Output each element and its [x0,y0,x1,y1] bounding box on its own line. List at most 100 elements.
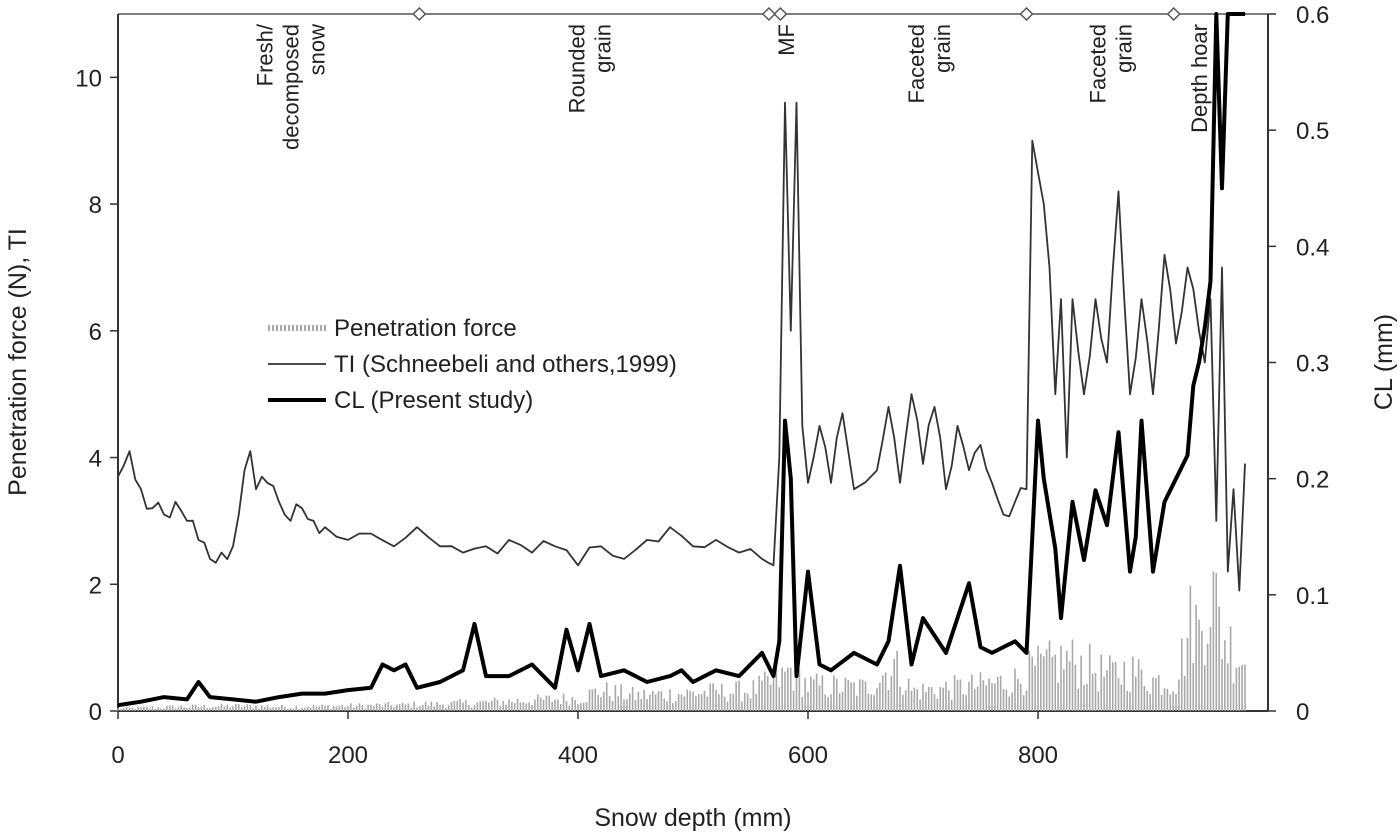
data-point [1244,463,1246,465]
data-point [945,652,947,654]
data-point [393,669,395,671]
data-point [807,571,809,573]
data-point [1071,501,1074,503]
data-point [887,406,890,408]
data-point [197,681,200,683]
data-point [439,681,441,683]
data-point [1071,298,1074,300]
data-point [243,469,246,471]
data-point [163,513,165,516]
data-point [1094,298,1097,300]
data-point [117,704,119,706]
data-point [1117,431,1120,433]
data-point [1192,385,1194,387]
data-point [790,330,792,332]
data-point [692,681,694,683]
data-point [899,565,901,567]
data-point [370,532,372,535]
data-point [1048,512,1051,515]
data-point [301,507,303,509]
series-thin-line [117,101,1246,592]
x-tick-label: 0 [111,742,124,769]
data-point [140,701,142,703]
data-point [1083,393,1085,395]
data-point [830,482,832,484]
data-point [151,507,154,509]
data-point [249,450,251,452]
data-point [1025,488,1028,490]
y-right-tick-label: 0.4 [1296,234,1329,261]
y-right-tick-label: 0.2 [1296,467,1329,494]
data-point [1048,266,1051,269]
data-point [979,444,982,446]
data-point [991,482,993,484]
data-point [1135,536,1137,538]
y-left-tick-label: 8 [89,192,102,219]
data-point [876,663,878,666]
data-point [1186,454,1189,457]
layer-label-line: Faceted [1085,24,1110,104]
data-point [1140,419,1143,422]
data-point [1198,330,1200,332]
data-point [1175,342,1177,345]
layer-label-line: Depth hoar [1187,24,1212,133]
data-point [220,551,223,554]
x-tick-label: 600 [788,742,828,769]
data-point [1163,254,1166,256]
series-thick-line [117,12,1246,708]
data-point [1066,456,1068,459]
y-right-tick-label: 0.1 [1296,583,1329,610]
data-point [1043,203,1045,205]
data-point [255,701,257,703]
data-point [795,102,798,104]
y-left-tick-label: 10 [75,65,102,92]
data-point [485,675,487,677]
data-point [1152,393,1154,395]
data-point [1244,13,1246,15]
data-point [1117,190,1120,193]
data-point [876,469,878,471]
y-left-tick-label: 4 [89,446,102,473]
data-point [197,539,200,541]
data-point [1106,524,1108,526]
y-left-tick-label: 0 [89,699,102,726]
data-point [887,640,890,642]
data-point [255,488,257,490]
data-point [818,663,821,666]
layer-label-line: Faceted [904,24,929,104]
data-point [801,425,803,427]
data-point [784,419,786,422]
data-point [1002,513,1005,516]
data-point [554,545,556,547]
data-point [1232,13,1235,15]
data-point [1014,501,1016,503]
data-point [646,539,648,541]
data-point [1221,187,1223,189]
axis-ticks: 0 200 400 600 800 0 2 4 6 8 10 0 0.1 0.2 0.3 0.4 0.5 0.6 [75,2,1329,769]
data-point [600,675,602,677]
data-point [1238,13,1240,15]
data-point [1209,280,1212,282]
data-point [795,675,798,677]
data-point [1054,547,1056,549]
data-point [186,520,188,522]
data-point [933,406,936,408]
data-point [1163,501,1166,503]
data-point [738,675,740,677]
data-point [692,545,694,547]
y-right-tick-label: 0.6 [1296,2,1329,29]
data-point [278,696,280,698]
data-point [232,698,234,700]
data-point [473,623,476,625]
data-point [278,501,280,503]
layer-label-line: grain [1111,24,1136,73]
data-point [1037,419,1039,422]
y-right-tick-label: 0.3 [1296,351,1329,378]
data-point [485,545,487,547]
data-point [404,663,407,666]
data-point [531,551,533,554]
y-left-tick-label: 6 [89,319,102,346]
data-point [1227,13,1229,15]
data-point [1031,536,1033,538]
data-point [1106,361,1108,364]
